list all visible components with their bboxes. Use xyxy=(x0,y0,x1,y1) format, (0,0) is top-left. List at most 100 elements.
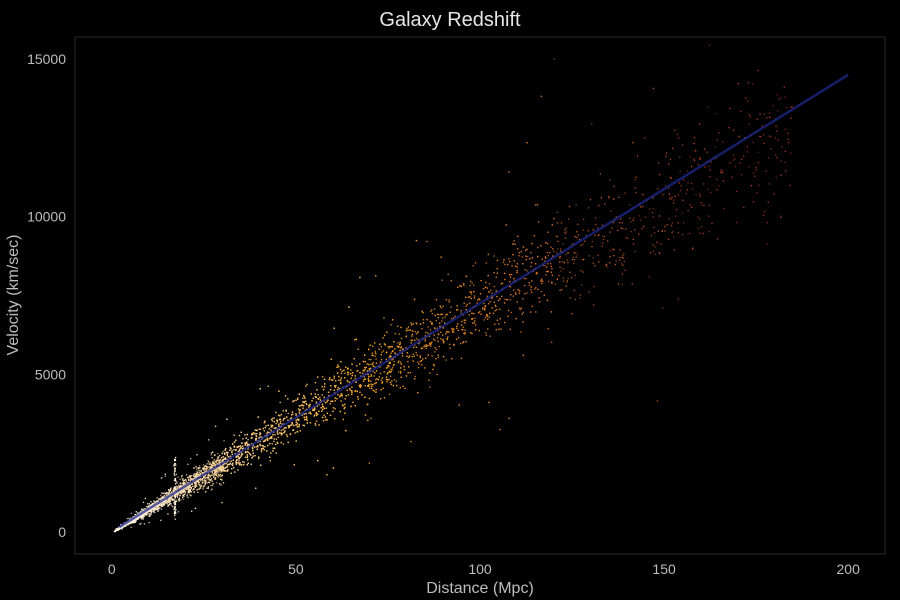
scatter-point xyxy=(217,452,219,455)
scatter-point xyxy=(160,508,163,510)
scatter-point xyxy=(215,470,217,472)
scatter-point xyxy=(163,497,165,499)
scatter-point xyxy=(334,418,336,420)
scatter-point xyxy=(172,499,174,501)
scatter-point xyxy=(141,509,144,511)
scatter-point xyxy=(200,486,202,488)
scatter-point xyxy=(175,485,177,487)
scatter-point xyxy=(214,476,216,479)
scatter-point xyxy=(313,409,315,412)
scatter-point xyxy=(184,482,186,484)
scatter-point xyxy=(149,505,151,507)
scatter-point xyxy=(234,452,236,455)
scatter-point xyxy=(359,386,362,388)
scatter-point xyxy=(200,487,202,489)
scatter-point xyxy=(340,379,342,381)
scatter-point xyxy=(186,486,188,488)
scatter-point xyxy=(314,396,317,398)
scatter-point xyxy=(161,492,163,494)
scatter-point xyxy=(233,434,235,436)
scatter-point xyxy=(252,452,254,454)
scatter-point xyxy=(211,484,214,487)
scatter-point xyxy=(133,521,135,523)
scatter-point xyxy=(324,416,327,418)
scatter-point xyxy=(173,498,175,500)
scatter-point xyxy=(168,490,171,492)
scatter-point xyxy=(151,504,153,506)
scatter-point xyxy=(216,462,218,464)
scatter-point xyxy=(215,471,217,473)
scatter-point xyxy=(202,467,204,469)
scatter-point xyxy=(254,455,256,457)
scatter-point xyxy=(345,366,347,368)
scatter-point xyxy=(167,499,169,501)
scatter-point xyxy=(255,438,257,440)
scatter-point xyxy=(175,464,177,466)
scatter-point xyxy=(148,515,150,517)
scatter-point xyxy=(240,431,242,433)
scatter-point xyxy=(161,505,163,507)
scatter-point xyxy=(234,449,237,451)
scatter-point xyxy=(343,407,345,410)
scatter-point xyxy=(323,407,326,409)
scatter-point xyxy=(203,475,206,477)
scatter-point xyxy=(281,433,283,435)
scatter-point xyxy=(168,491,170,494)
scatter-point xyxy=(166,503,168,505)
scatter-point xyxy=(332,467,335,469)
scatter-point xyxy=(116,529,118,531)
plot-panel xyxy=(74,36,886,555)
scatter-point xyxy=(166,501,168,503)
scatter-point xyxy=(305,400,307,403)
scatter-point xyxy=(169,500,172,502)
scatter-point xyxy=(216,470,218,472)
scatter-point xyxy=(182,498,185,501)
scatter-point xyxy=(214,464,216,466)
scatter-point xyxy=(235,439,237,441)
scatter-point xyxy=(241,442,243,444)
scatter-point xyxy=(163,494,165,497)
scatter-point xyxy=(239,462,241,464)
scatter-point xyxy=(322,420,325,422)
scatter-point xyxy=(252,455,254,457)
scatter-point xyxy=(259,440,261,442)
scatter-point xyxy=(160,494,162,496)
scatter-point xyxy=(247,459,249,461)
scatter-point xyxy=(171,495,174,497)
scatter-point xyxy=(195,466,197,468)
scatter-point xyxy=(238,460,240,462)
scatter-point xyxy=(163,500,166,503)
scatter-point xyxy=(208,479,210,481)
scatter-point xyxy=(229,449,231,451)
scatter-point xyxy=(176,482,178,484)
scatter-point xyxy=(158,506,161,509)
scatter-point xyxy=(143,523,146,525)
scatter-point xyxy=(210,484,212,487)
scatter-point xyxy=(164,492,166,494)
scatter-point xyxy=(209,467,212,469)
scatter-point xyxy=(206,482,208,484)
scatter-point xyxy=(153,511,155,513)
scatter-point xyxy=(303,394,305,397)
scatter-point xyxy=(164,475,166,477)
scatter-point xyxy=(229,447,231,449)
scatter-point xyxy=(291,414,293,416)
scatter-point xyxy=(166,499,168,501)
scatter-point xyxy=(181,477,183,480)
scatter-point xyxy=(173,494,175,496)
scatter-point xyxy=(196,489,198,491)
scatter-point xyxy=(176,494,178,496)
scatter-point xyxy=(210,474,212,477)
scatter-point xyxy=(334,400,336,402)
scatter-point xyxy=(173,495,175,497)
scatter-point xyxy=(161,496,163,499)
scatter-point xyxy=(202,464,205,466)
scatter-point xyxy=(305,418,307,420)
scatter-point xyxy=(247,443,249,445)
scatter-point xyxy=(295,421,297,423)
scatter-point xyxy=(302,401,304,403)
scatter-point xyxy=(245,437,247,439)
scatter-point xyxy=(306,403,308,406)
scatter-point xyxy=(263,449,265,451)
